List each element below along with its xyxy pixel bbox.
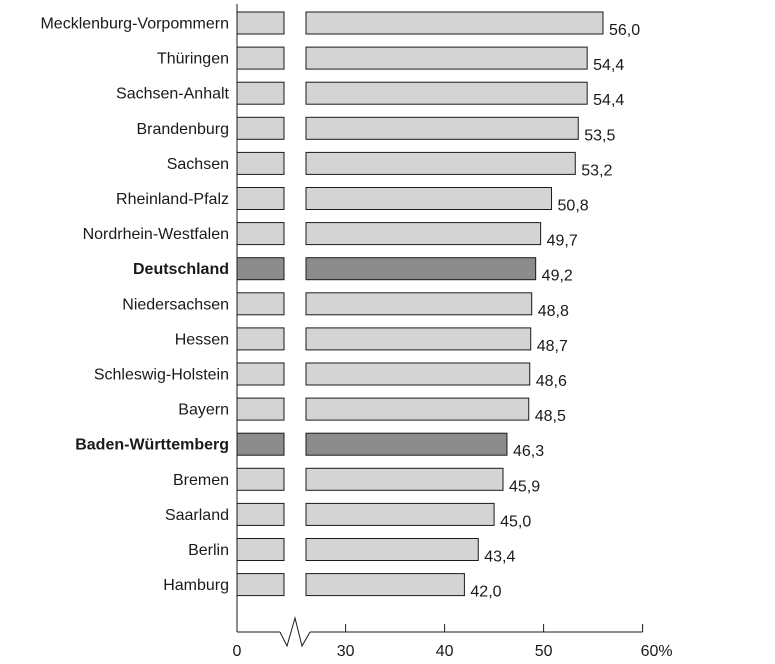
value-label-rheinland-pfalz: 50,8 [558, 198, 589, 215]
bar-bayern-left [236, 397, 285, 421]
category-label-nordrhein-westfalen: Nordrhein-Westfalen [83, 226, 229, 243]
bar-saarland-left [236, 502, 285, 526]
bar-sachsen [305, 151, 576, 175]
category-label-hessen: Hessen [175, 331, 229, 348]
bar-thueringen [305, 46, 588, 70]
value-label-schleswig-holstein: 48,6 [536, 373, 567, 390]
value-label-nordrhein-westfalen: 49,7 [547, 233, 578, 250]
bar-sachsen-anhalt [305, 81, 588, 105]
bar-mecklenburg-vorpommern-left [236, 11, 285, 35]
bar-berlin-left [236, 538, 285, 561]
category-label-bayern: Bayern [178, 402, 229, 419]
bar-bremen [305, 467, 504, 491]
bar-rheinland-pfalz-left [236, 187, 285, 210]
bar-saarland [305, 502, 495, 526]
category-label-thueringen: Thüringen [157, 51, 229, 68]
bar-schleswig-holstein-left [236, 362, 285, 386]
x-tick-label-0: 0 [233, 643, 242, 660]
x-axis: 0 30 40 50 60% [233, 4, 673, 660]
value-label-thueringen: 54,4 [593, 57, 624, 74]
bar-deutschland-left [236, 257, 285, 281]
bar-hessen [305, 327, 532, 351]
x-tick-label-60: 60% [641, 643, 673, 660]
category-label-schleswig-holstein: Schleswig-Holstein [94, 367, 229, 384]
bars-layer [236, 11, 604, 597]
bar-niedersachsen-left [236, 292, 285, 316]
value-label-sachsen: 53,2 [581, 162, 612, 179]
category-label-niedersachsen: Niedersachsen [122, 296, 229, 313]
category-label-mecklenburg-vorpommern: Mecklenburg-Vorpommern [40, 16, 229, 33]
value-label-bremen: 45,9 [509, 478, 540, 495]
bar-nordrhein-westfalen [305, 222, 542, 246]
bar-sachsen-anhalt-left [236, 81, 285, 105]
value-label-deutschland: 49,2 [542, 268, 573, 285]
bar-hamburg-left [236, 573, 285, 597]
category-label-brandenburg: Brandenburg [136, 121, 229, 138]
category-label-hamburg: Hamburg [163, 577, 229, 594]
bar-hessen-left [236, 327, 285, 351]
x-tick-label-50: 50 [535, 643, 553, 660]
bar-schleswig-holstein [305, 362, 531, 386]
category-label-sachsen: Sachsen [167, 156, 229, 173]
bar-brandenburg [305, 116, 579, 140]
axis-break-mark [279, 616, 311, 648]
category-label-sachsen-anhalt: Sachsen-Anhalt [116, 86, 230, 103]
bar-bayern [305, 397, 530, 421]
bar-rheinland-pfalz [305, 187, 553, 210]
bar-thueringen-left [236, 46, 285, 70]
category-label-rheinland-pfalz: Rheinland-Pfalz [116, 191, 229, 208]
bar-hamburg [305, 573, 465, 597]
bar-berlin [305, 538, 479, 561]
category-label-baden-wuerttemberg: Baden-Württemberg [75, 437, 229, 454]
bar-mecklenburg-vorpommern [305, 11, 604, 35]
value-label-sachsen-anhalt: 54,4 [593, 92, 624, 109]
bar-brandenburg-left [236, 116, 285, 140]
category-label-deutschland: Deutschland [133, 261, 229, 278]
value-label-berlin: 43,4 [484, 549, 515, 566]
bar-niedersachsen [305, 292, 533, 316]
value-label-brandenburg: 53,5 [584, 127, 615, 144]
value-label-mecklenburg-vorpommern: 56,0 [609, 22, 640, 39]
labels-layer: Mecklenburg-Vorpommern 56,0 Thüringen 54,4 S… [40, 16, 640, 601]
value-label-hamburg: 42,0 [470, 584, 501, 601]
bar-sachsen-left [236, 151, 285, 175]
value-label-niedersachsen: 48,8 [538, 303, 569, 320]
bar-baden-wuerttemberg [305, 432, 508, 456]
x-tick-label-30: 30 [337, 643, 355, 660]
bar-deutschland [305, 257, 537, 281]
bar-nordrhein-westfalen-left [236, 222, 285, 246]
category-label-berlin: Berlin [188, 542, 229, 559]
value-label-hessen: 48,7 [537, 338, 568, 355]
category-label-saarland: Saarland [165, 507, 229, 524]
value-label-bayern: 48,5 [535, 408, 566, 425]
x-tick-label-40: 40 [436, 643, 454, 660]
value-label-baden-wuerttemberg: 46,3 [513, 443, 544, 460]
value-label-saarland: 45,0 [500, 513, 531, 530]
category-label-bremen: Bremen [173, 472, 229, 489]
bar-baden-wuerttemberg-left [236, 432, 285, 456]
bar-bremen-left [236, 467, 285, 491]
